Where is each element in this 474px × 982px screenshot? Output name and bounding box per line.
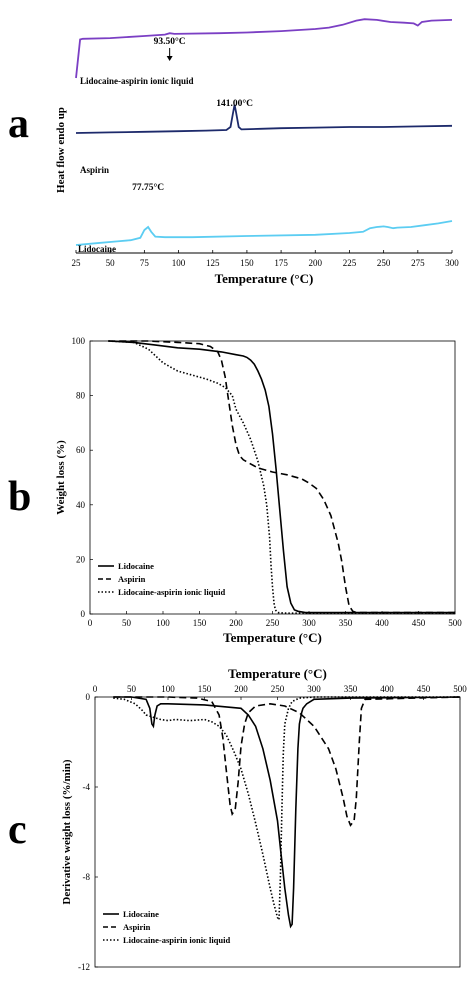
- series-label: Aspirin: [80, 165, 109, 175]
- x-tick-label: 350: [344, 684, 358, 694]
- x-tick-label: 0: [88, 618, 93, 628]
- panel-letter-a: a: [8, 101, 29, 147]
- annotation-arrowhead: [166, 56, 173, 61]
- x-tick-label: 50: [122, 618, 132, 628]
- legend-label: Lidocaine-aspirin ionic liquid: [118, 587, 225, 597]
- x-axis-title: Temperature (°C): [223, 630, 322, 645]
- series-label: Lidocaine-aspirin ionic liquid: [80, 76, 194, 86]
- x-tick-label: 300: [307, 684, 321, 694]
- x-tick-label: 150: [193, 618, 207, 628]
- x-tick-label: 100: [161, 684, 175, 694]
- series-line-1: [108, 340, 455, 614]
- legend-label: Lidocaine: [123, 909, 159, 919]
- y-tick-label: 60: [76, 445, 86, 455]
- y-axis-title: Weight loss (%): [55, 440, 67, 515]
- x-tick-label: 150: [240, 258, 254, 268]
- x-tick-label: 300: [302, 618, 316, 628]
- x-tick-label: 300: [445, 258, 459, 268]
- series-line-0: [75, 18, 453, 79]
- panel-letter-b: b: [8, 474, 31, 520]
- legend-label: Aspirin: [118, 574, 146, 584]
- x-tick-label: 225: [343, 258, 357, 268]
- x-tick-label: 500: [448, 618, 462, 628]
- series-line-1: [113, 696, 461, 827]
- series-label: Lidocaine: [78, 244, 116, 254]
- x-tick-label: 250: [377, 258, 391, 268]
- legend-label: Lidocaine-aspirin ionic liquid: [123, 935, 230, 945]
- x-tick-label: 200: [229, 618, 243, 628]
- x-tick-label: 400: [380, 684, 394, 694]
- x-axis-title: Temperature (°C): [228, 666, 327, 681]
- x-tick-label: 50: [127, 684, 137, 694]
- x-tick-label: 175: [274, 258, 288, 268]
- series-line-0: [113, 696, 461, 929]
- y-tick-label: 0: [86, 692, 91, 702]
- y-tick-label: 40: [76, 500, 86, 510]
- x-tick-label: 275: [411, 258, 425, 268]
- panel-letter-c: c: [8, 807, 27, 853]
- y-tick-label: -8: [83, 872, 91, 882]
- series-line-2: [113, 696, 460, 923]
- x-tick-label: 150: [198, 684, 212, 694]
- legend-label: Lidocaine: [118, 561, 154, 571]
- legend-label: Aspirin: [123, 922, 151, 932]
- series-line-1: [75, 104, 453, 134]
- series-line-2: [75, 220, 453, 246]
- x-tick-label: 200: [234, 684, 248, 694]
- y-tick-label: 80: [76, 391, 86, 401]
- x-tick-label: 25: [72, 258, 82, 268]
- x-tick-label: 250: [266, 618, 280, 628]
- y-tick-label: -12: [78, 962, 90, 972]
- panel-a-dsc: 25 50 75 100 125 150 175 200 225 250 275 300 Tempera…: [8, 18, 459, 286]
- x-tick-label: 75: [140, 258, 150, 268]
- x-tick-label: 100: [172, 258, 186, 268]
- y-axis-title: Heat flow endo up: [55, 107, 67, 193]
- x-tick-label: 450: [417, 684, 431, 694]
- x-tick-label: 350: [339, 618, 353, 628]
- series-line-0: [108, 340, 455, 614]
- y-tick-label: 100: [72, 336, 86, 346]
- x-tick-label: 0: [93, 684, 98, 694]
- peak-annotation: 93.50°C: [154, 36, 186, 47]
- x-tick-label: 200: [309, 258, 323, 268]
- peak-annotation: 77.75°C: [132, 182, 164, 193]
- y-axis-title: Derivative weight loss (%/min): [61, 759, 73, 904]
- x-tick-label: 100: [156, 618, 170, 628]
- panel-c-dtg: 0 50 100 150 200 250 300 350 400 450 500 0 -4 -8 -12 Te…: [8, 666, 467, 972]
- panel-b-tga: 0 50 100 150 200 250 300 350 400 450 500 0 20 40 60 80 1…: [8, 336, 462, 645]
- x-tick-label: 125: [206, 258, 220, 268]
- x-tick-label: 500: [453, 684, 467, 694]
- y-tick-label: -4: [83, 782, 91, 792]
- x-tick-label: 450: [412, 618, 426, 628]
- series-line-2: [108, 340, 455, 614]
- peak-annotation: 141.00°C: [216, 98, 253, 109]
- x-tick-label: 250: [271, 684, 285, 694]
- y-tick-label: 0: [81, 609, 86, 619]
- x-tick-label: 400: [375, 618, 389, 628]
- x-axis-title: Temperature (°C): [215, 271, 314, 286]
- x-tick-label: 50: [106, 258, 116, 268]
- y-tick-label: 20: [76, 554, 86, 564]
